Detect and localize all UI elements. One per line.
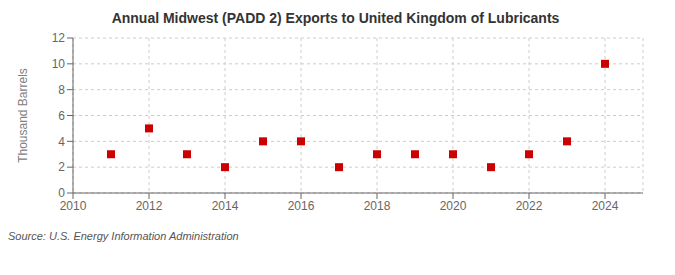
svg-text:6: 6 — [58, 109, 65, 123]
svg-text:4: 4 — [58, 135, 65, 149]
svg-text:2012: 2012 — [136, 199, 163, 213]
svg-text:2018: 2018 — [364, 199, 391, 213]
svg-text:2014: 2014 — [212, 199, 239, 213]
svg-text:Thousand Barrels: Thousand Barrels — [16, 68, 30, 163]
svg-text:2010: 2010 — [60, 199, 87, 213]
svg-text:2016: 2016 — [288, 199, 315, 213]
svg-text:2024: 2024 — [592, 199, 619, 213]
svg-text:12: 12 — [52, 31, 66, 45]
html-text:Source: U.S. Energy Informatio: Source: U.S. Energy Information Administ… — [8, 230, 239, 242]
svg-text:0: 0 — [58, 186, 65, 200]
svg-text:2020: 2020 — [440, 199, 467, 213]
svg-text:10: 10 — [52, 57, 66, 71]
svg-text:2022: 2022 — [516, 199, 543, 213]
svg-text:8: 8 — [58, 83, 65, 97]
html-text:Annual Midwest (PADD 2) Export: Annual Midwest (PADD 2) Exports to Unite… — [111, 10, 560, 26]
svg-text:2: 2 — [58, 160, 65, 174]
